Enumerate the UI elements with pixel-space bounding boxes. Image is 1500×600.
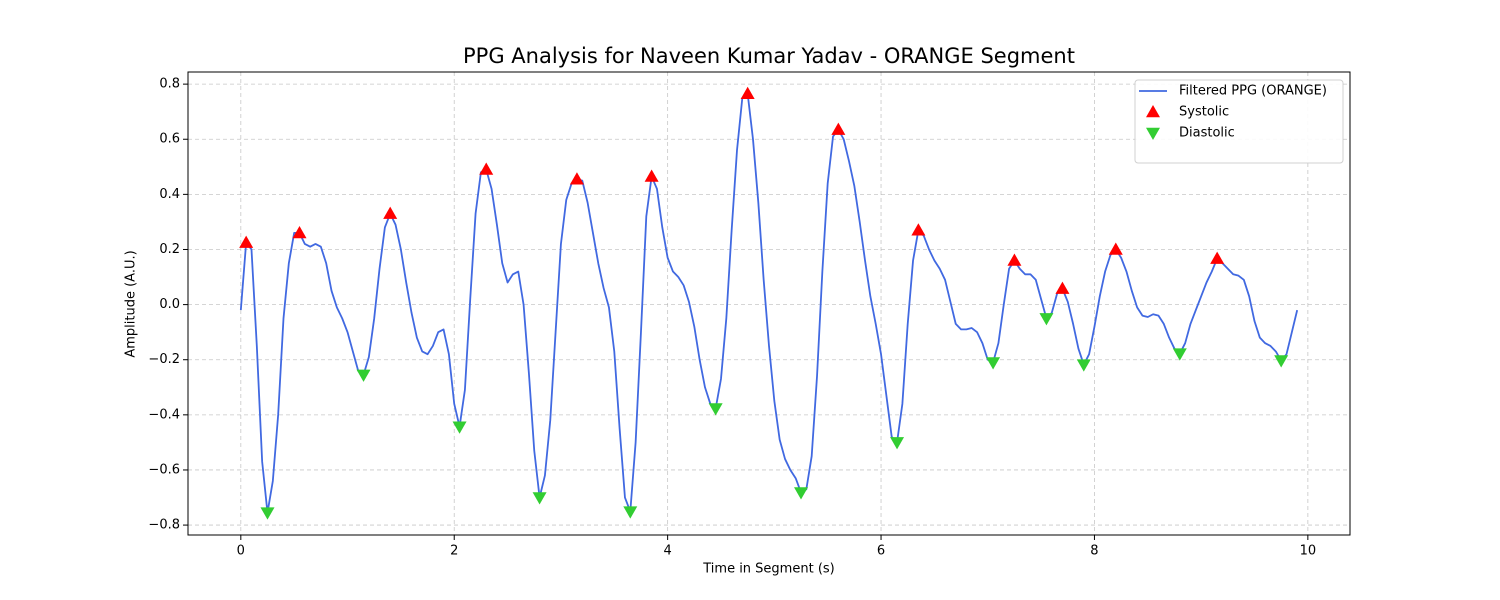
peak-marker <box>260 507 275 520</box>
peak-marker <box>740 86 755 100</box>
peak-marker <box>708 403 723 416</box>
ppg-line <box>239 92 1299 514</box>
plot-frame <box>187 71 1351 536</box>
chart-title: PPG Analysis for Naveen Kumar Yadav - OR… <box>463 44 1075 68</box>
y-tick-label: −0.8 <box>148 518 180 533</box>
x-tick-label: 8 <box>1090 544 1098 559</box>
peak-marker <box>623 506 638 519</box>
x-axis-label: Time in Segment (s) <box>702 562 834 577</box>
peak-marker <box>1055 281 1070 294</box>
peak-marker <box>911 223 926 236</box>
y-axis-label: Amplitude (A.U.) <box>124 250 139 357</box>
peak-marker <box>890 437 905 450</box>
peak-marker <box>1210 251 1225 264</box>
x-tick-label: 4 <box>663 544 671 559</box>
peak-marker <box>452 421 467 434</box>
legend-key <box>1146 127 1160 140</box>
peak-marker <box>1172 348 1187 361</box>
peak-marker <box>356 369 371 382</box>
x-tick-label: 10 <box>1300 544 1317 559</box>
legend-label: Diastolic <box>1179 126 1235 141</box>
peak-marker <box>1007 253 1022 266</box>
peak-marker <box>794 487 809 500</box>
y-tick-label: 0.6 <box>159 132 180 147</box>
peak-marker <box>986 357 1001 370</box>
y-tick-label: 0.8 <box>159 77 180 92</box>
peak-marker <box>1076 359 1091 372</box>
y-tick-label: 0.4 <box>159 187 180 202</box>
peak-marker <box>1108 242 1123 255</box>
y-tick-label: 0.2 <box>159 242 180 257</box>
peak-marker <box>292 225 307 239</box>
peak-marker <box>479 162 494 175</box>
legend-key <box>1146 105 1160 118</box>
peak-marker <box>532 492 547 505</box>
peak-marker <box>383 206 398 219</box>
y-tick-label: 0.0 <box>159 297 180 312</box>
legend-label: Filtered PPG (ORANGE) <box>1179 84 1327 99</box>
y-tick-label: −0.2 <box>148 352 180 367</box>
peak-marker <box>239 235 254 248</box>
y-tick-label: −0.4 <box>148 407 180 422</box>
x-tick-label: 6 <box>877 544 885 559</box>
legend-label: Systolic <box>1179 105 1229 120</box>
y-tick-label: −0.6 <box>148 462 180 477</box>
peak-marker <box>1274 355 1289 368</box>
x-tick-label: 2 <box>450 544 458 559</box>
peak-marker <box>1039 313 1054 326</box>
x-tick-label: 0 <box>237 544 245 559</box>
peak-marker <box>569 172 584 185</box>
peak-marker <box>831 122 846 135</box>
peak-marker <box>644 169 659 182</box>
legend-box <box>1134 79 1344 164</box>
